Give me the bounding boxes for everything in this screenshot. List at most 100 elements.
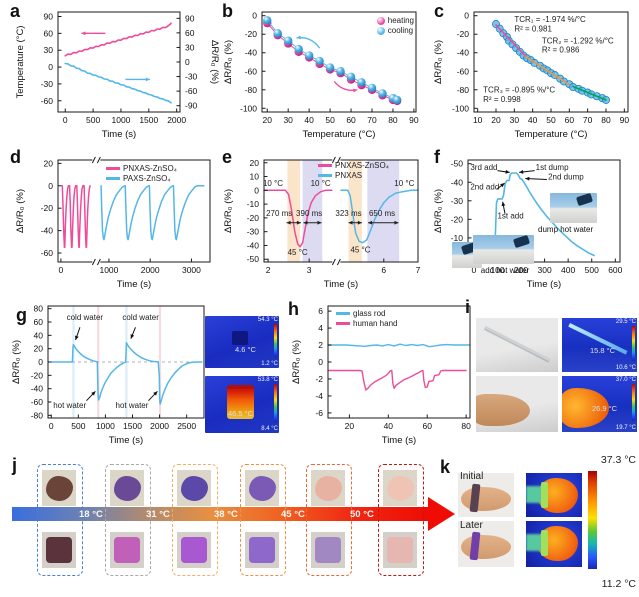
y-tick-label: -50	[451, 159, 464, 169]
series-PNXAS-ZnSO4-cycles	[61, 185, 91, 249]
chart-e-response-time: 2 3 6 7 20 10 0 -10 -20 -30 -40 -50 Time (s) ΔR/R₀ (%…	[223, 156, 421, 290]
annotation: hot water	[116, 401, 149, 410]
x-tick-label: 20	[263, 115, 273, 125]
y-tick-label: -20	[245, 29, 258, 39]
y-tick-label: 6	[318, 306, 323, 316]
film-photo	[383, 532, 417, 568]
annotation: 323 ms	[335, 209, 361, 218]
powder-photo	[245, 470, 279, 506]
x-tick-label: 1000	[111, 115, 130, 125]
marker-cooling	[294, 44, 303, 54]
legend-item: human hand	[336, 319, 397, 328]
shaded-band	[287, 160, 301, 262]
y-axis-label: ΔR/R₀ (%)	[291, 340, 302, 384]
series-cold-hot-water-response	[50, 341, 203, 405]
y-axis-label: ΔR/R₀ (%)	[15, 189, 26, 233]
y-tick-label: 80	[34, 304, 44, 314]
film-square	[387, 537, 413, 563]
legend-label: PAXS-ZnSO₄	[123, 174, 171, 183]
annotation: 45 °C	[350, 245, 370, 254]
x-tick-label: 2000	[150, 421, 169, 431]
legend-label: PNXAS	[335, 171, 363, 180]
x-axis-label: Temperature (°C)	[515, 129, 588, 140]
marker-cooling	[378, 89, 387, 98]
film-photo	[177, 532, 211, 568]
j-temp-label: 18 °C	[79, 509, 103, 520]
annotation: 2nd add	[470, 183, 499, 192]
y2-tick-label: 60	[185, 28, 195, 38]
y2-tick-label: 30	[185, 42, 195, 52]
photo-wrist-later	[458, 521, 514, 567]
x-tick-label: 0	[63, 115, 68, 125]
x-tick-label: 2000	[141, 265, 160, 275]
panel-letter-j: j	[12, 455, 18, 475]
series-temperature-heating-ramp	[64, 22, 172, 57]
powder-photo	[383, 470, 417, 506]
y-tick-label: 10	[250, 172, 260, 182]
y-tick-label: 30	[44, 45, 54, 55]
legend-item: heating	[376, 16, 414, 25]
panel-b: b 20 30 40 50 60 70 80 90 0 -20 -40 -60 -80 -100 Tempe…	[216, 2, 428, 148]
x-axis-label: Time (s)	[102, 129, 136, 140]
cold-cup-silhouette	[232, 331, 248, 345]
y-tick-label: 40	[34, 330, 44, 340]
y2-tick-label: 0	[185, 57, 190, 67]
x-axis-label: Time (s)	[527, 279, 561, 290]
panel-c: c 10 20 30 40 50 60 70 80 90 0 -20 -40 -60 -80 -100 Tem…	[428, 2, 639, 148]
y-tick-label: -2	[315, 374, 323, 384]
y-tick-label: 90	[44, 11, 54, 21]
powder-blob	[45, 475, 73, 501]
plot-area-c: 10 20 30 40 50 60 70 80 90 0 -20 -40 -60 -80 -100 Tempe…	[433, 11, 629, 140]
y-tick-label: -60	[41, 248, 54, 258]
plot-area-b: 20 30 40 50 60 70 80 90 0 -20 -40 -60 -80 -100 Tempera…	[223, 11, 419, 140]
y-tick-label: 0	[252, 11, 257, 21]
legend-label: human hand	[353, 319, 398, 328]
series-PNXAS-pulse	[340, 189, 419, 244]
thermal-temp-label: 46.5 °C	[228, 409, 254, 418]
chart-d-cycling: 0 1000 2000 3000 20 0 -20 -40 -60 Time (s) ΔR/R₀ (…	[15, 156, 211, 290]
x-tick-label: 1500	[139, 115, 158, 125]
thermal-colorbar	[273, 384, 277, 422]
y-tick-label: -20	[451, 214, 464, 224]
legend-swatch-icon	[336, 322, 350, 325]
panel-letter-e: e	[222, 147, 233, 167]
marker-cooling	[346, 72, 356, 82]
panel-d: d 0 1000 2000 3000 20 0 -20 -40 -60 Time (s) ΔR/R₀…	[4, 148, 216, 296]
wristband-thermal	[541, 482, 548, 508]
thermal-colorbar	[273, 324, 277, 357]
y-tick-label: -30	[41, 79, 54, 89]
marker-cooling	[367, 83, 377, 93]
plot-frame	[263, 159, 419, 263]
x-tick-label: 600	[608, 265, 622, 275]
annotation: 1st dump	[536, 163, 569, 172]
x-tick-label: 40	[384, 421, 394, 431]
film-square	[181, 537, 207, 563]
legend-swatch-icon	[376, 26, 385, 35]
series-hot-water-add-dump	[473, 172, 595, 257]
panel-h: h 20 40 60 80 6 4 2 0 -2 -4 -6 Time (s) ΔR/R₀ (%) gl…	[286, 296, 480, 454]
annotation: TCR₃ = -0.895 %/°C	[483, 86, 555, 95]
thermal-image-glass-rod: 15.8 °C 29.5 °C 10.6 °C	[562, 318, 637, 372]
x-tick-label: 50	[546, 115, 556, 125]
x-tick-label: 40	[528, 115, 538, 125]
powder-photo	[177, 470, 211, 506]
x-tick-label: 400	[561, 265, 575, 275]
legend-swatch-icon	[318, 174, 332, 177]
j-temp-label: 38 °C	[214, 509, 238, 520]
panel-letter-c: c	[434, 1, 445, 21]
y-axis-label: Temperature (°C)	[15, 26, 26, 99]
chart-f-add-dump: 0100200300400500600-50-40-30-20-100Time …	[433, 159, 623, 290]
film-photo	[311, 532, 345, 568]
thermal-scale-max: 53.8 °C	[257, 377, 278, 383]
x-tick-label: 3000	[182, 265, 201, 275]
x-tick-label: 100	[490, 265, 504, 275]
x-tick-label: 10	[473, 115, 483, 125]
panel-a: a 0 500 1000 1500 2000 -60 -30 0 30 60 90 -90 -60 -30…	[4, 2, 220, 148]
y-tick-label: 60	[44, 28, 54, 38]
axis-break	[91, 258, 96, 266]
x-tick-label: 0	[59, 265, 64, 275]
y-tick-label: 0	[318, 357, 323, 367]
legend-swatch-icon	[318, 164, 332, 167]
j-temp-label: 31 °C	[146, 509, 170, 520]
